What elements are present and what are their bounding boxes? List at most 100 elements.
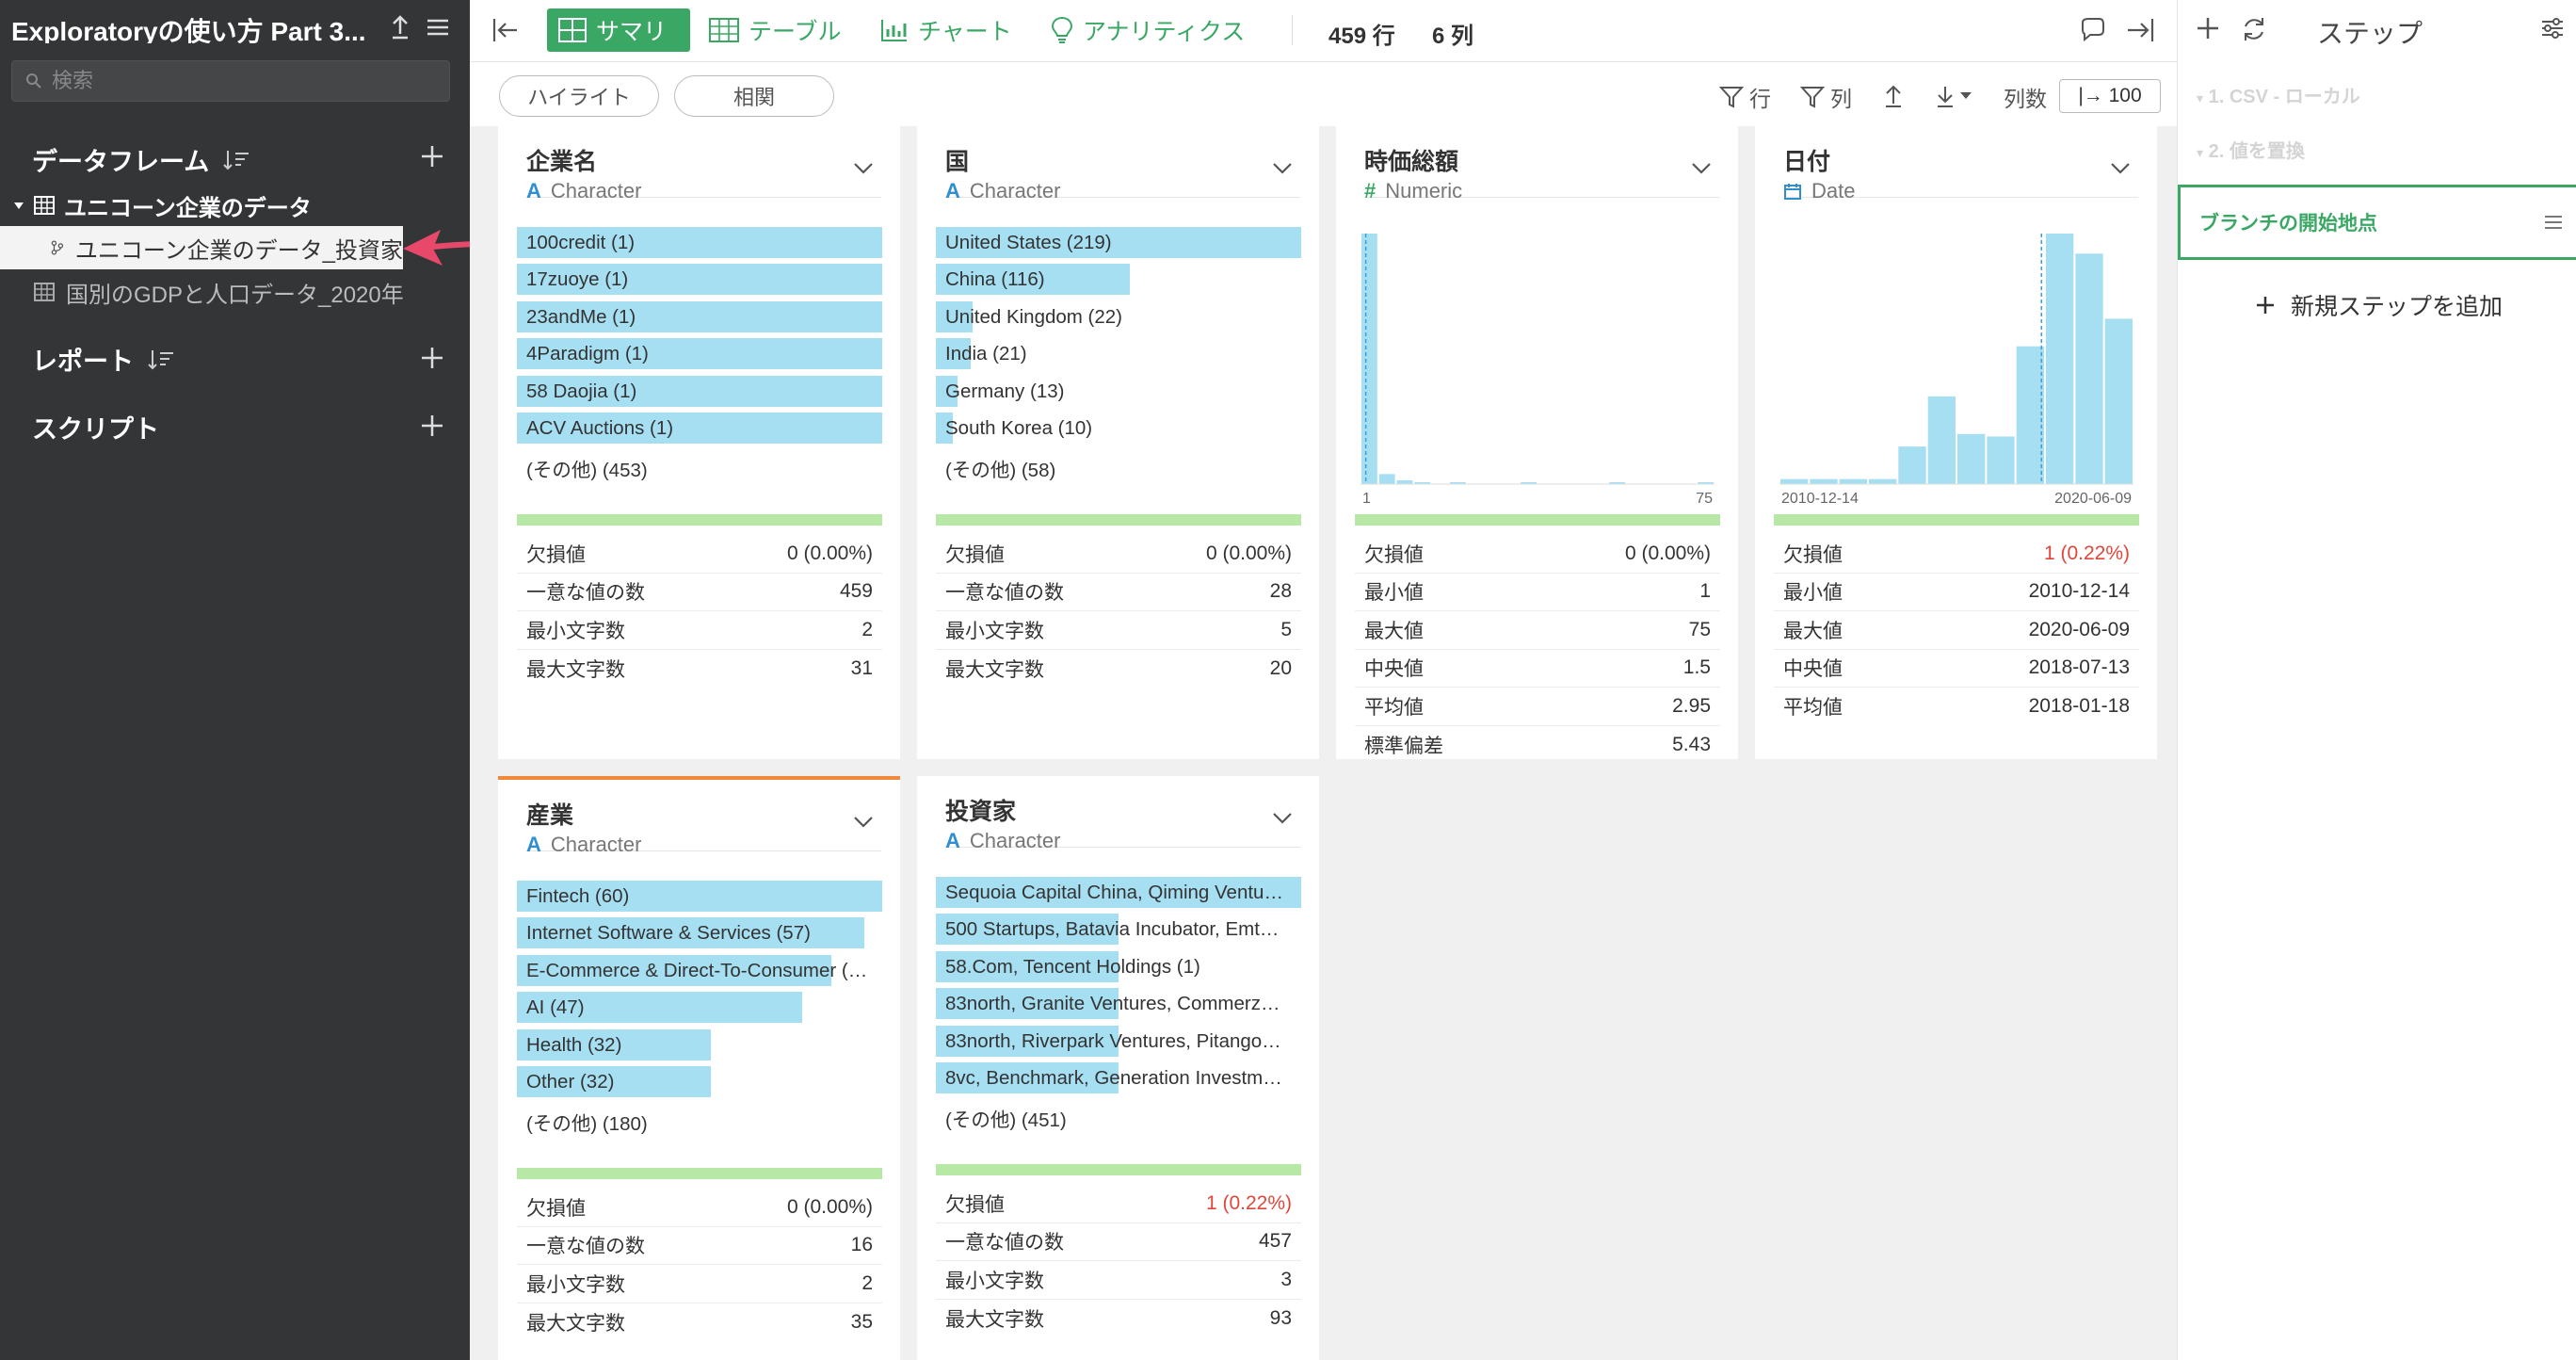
histogram-bar[interactable] — [1780, 478, 1809, 484]
value-bar[interactable]: China (116) — [936, 261, 1301, 298]
collapse-right-icon[interactable] — [2124, 15, 2156, 45]
value-bar[interactable]: 100credit (1) — [517, 224, 882, 261]
step-item[interactable]: ▾ 2. 値を置換 — [2197, 141, 2305, 162]
histogram-bar[interactable] — [1396, 480, 1413, 484]
tab-analytics[interactable]: アナリティクス — [1039, 8, 1256, 52]
sidebar-item-dataframe[interactable]: ユニコーン企業のデータ — [0, 185, 470, 226]
add-dataframe-icon[interactable] — [419, 143, 445, 170]
stat-value[interactable]: 1 (0.22%) — [2043, 542, 2130, 564]
histogram-bar[interactable] — [1839, 478, 1867, 484]
histogram-bar[interactable] — [1810, 478, 1838, 484]
value-bar[interactable]: 4Paradigm (1) — [517, 335, 882, 372]
highlight-button[interactable]: ハイライト — [499, 75, 659, 117]
upload-icon[interactable] — [386, 11, 414, 43]
value-bar[interactable]: India (21) — [936, 335, 1301, 372]
histogram-bar[interactable] — [1957, 433, 1986, 484]
stat-value[interactable]: 1 (0.22%) — [1205, 1191, 1292, 1214]
histogram-bar[interactable] — [1521, 482, 1537, 484]
chevron-down-icon[interactable] — [1691, 162, 1712, 175]
column-filter-button[interactable]: 列 — [1800, 81, 1852, 113]
tab-chart[interactable]: チャート — [869, 8, 1023, 52]
stat-value: 35 — [850, 1310, 873, 1333]
histogram-bar[interactable] — [1609, 482, 1625, 484]
bar-fill — [517, 300, 882, 332]
branch-start-step[interactable]: ブランチの開始地点 — [2178, 185, 2576, 260]
tab-summary[interactable]: サマリ — [547, 8, 690, 52]
value-bar[interactable]: Other (32) — [517, 1063, 882, 1100]
sort-icon[interactable] — [147, 348, 175, 372]
value-bar[interactable]: Sequoia Capital China, Qiming Ventu… — [936, 874, 1301, 911]
value-bar[interactable]: E-Commerce & Direct-To-Consumer (… — [517, 952, 882, 989]
chevron-down-icon[interactable] — [853, 162, 874, 175]
value-bar[interactable]: United States (219) — [936, 224, 1301, 261]
histogram-bar[interactable] — [1361, 234, 1377, 484]
value-bar[interactable]: 17zuoye (1) — [517, 261, 882, 298]
column-count-input[interactable]: |→ 100 — [2059, 79, 2161, 113]
value-bar[interactable]: 8vc, Benchmark, Generation Investm… — [936, 1060, 1301, 1096]
histogram-bar[interactable] — [1414, 482, 1431, 484]
sidebar-search[interactable] — [11, 60, 450, 102]
comment-icon[interactable] — [2077, 15, 2109, 45]
card-header[interactable]: 日付 Date — [1783, 143, 2138, 202]
value-bar[interactable]: 500 Startups, Batavia Incubator, Emt… — [936, 911, 1301, 947]
card-header[interactable]: 企業名 A Character — [526, 143, 881, 202]
value-bar[interactable]: 23andMe (1) — [517, 299, 882, 335]
histogram-bar[interactable] — [1869, 478, 1897, 484]
histogram-bar[interactable] — [2046, 234, 2074, 484]
sidebar-item-dataframe[interactable]: 国別のGDPと人口データ_2020年 — [0, 271, 470, 313]
column-type: # Numeric — [1364, 179, 1719, 203]
histogram-bar[interactable] — [2104, 318, 2133, 484]
add-script-icon[interactable] — [419, 413, 445, 439]
value-bar[interactable]: Fintech (60) — [517, 878, 882, 915]
value-bar[interactable]: 58 Daojia (1) — [517, 373, 882, 410]
project-title[interactable]: Exploratoryの使い方 Part 3... — [11, 17, 366, 43]
correlation-button[interactable]: 相関 — [674, 75, 834, 117]
value-bar[interactable]: South Korea (10) — [936, 410, 1301, 446]
card-header[interactable]: 産業 A Character — [526, 797, 881, 856]
card-header[interactable]: 国 A Character — [945, 143, 1300, 202]
value-bar[interactable]: 83north, Riverpark Ventures, Pitango… — [936, 1023, 1301, 1060]
value-bar[interactable]: United Kingdom (22) — [936, 299, 1301, 335]
value-bar[interactable]: AI (47) — [517, 989, 882, 1026]
chevron-down-icon[interactable] — [853, 816, 874, 829]
add-new-step-button[interactable]: 新規ステップを追加 — [2255, 288, 2503, 322]
caret-down-icon[interactable] — [13, 200, 24, 211]
sort-icon[interactable] — [222, 148, 250, 172]
search-input[interactable] — [52, 69, 410, 93]
chevron-down-icon[interactable] — [1272, 162, 1293, 175]
hamburger-menu-icon[interactable] — [2543, 214, 2564, 231]
card-header[interactable]: 時価総額 # Numeric — [1364, 143, 1719, 202]
add-report-icon[interactable] — [419, 345, 445, 371]
row-filter-button[interactable]: 行 — [1719, 81, 1771, 113]
hamburger-menu-icon[interactable] — [424, 11, 452, 43]
sort-descending-icon[interactable] — [1934, 83, 1975, 109]
histogram-bar[interactable] — [1450, 482, 1466, 484]
histogram-bar[interactable] — [2075, 253, 2103, 484]
histogram-bar[interactable] — [1987, 436, 2015, 484]
add-step-icon[interactable] — [2195, 15, 2221, 41]
value-bar[interactable]: Germany (13) — [936, 373, 1301, 410]
step-item[interactable]: ▾ 1. CSV - ローカル — [2197, 87, 2360, 107]
stat-row: 最小文字数 2 — [517, 1265, 882, 1303]
histogram-bar[interactable] — [1698, 482, 1714, 484]
chevron-down-icon[interactable] — [1272, 812, 1293, 825]
bar-label: 4Paradigm (1) — [526, 343, 649, 365]
value-bar[interactable]: 58.Com, Tencent Holdings (1) — [936, 948, 1301, 985]
histogram-bar[interactable] — [1378, 474, 1395, 484]
tab-table[interactable]: テーブル — [698, 8, 853, 52]
sort-ascending-icon[interactable] — [1881, 83, 1906, 109]
histogram-bar[interactable] — [1927, 396, 1956, 484]
bar-label: Other (32) — [526, 1070, 615, 1093]
settings-sliders-icon[interactable] — [2539, 15, 2566, 41]
value-bar[interactable]: ACV Auctions (1) — [517, 410, 882, 446]
sidebar-item-branch[interactable]: ユニコーン企業のデータ_投資家 — [0, 226, 403, 269]
histogram-bar[interactable] — [2016, 346, 2044, 484]
collapse-left-icon[interactable] — [491, 15, 523, 45]
value-bar[interactable]: Internet Software & Services (57) — [517, 915, 882, 951]
chevron-down-icon[interactable] — [2110, 162, 2131, 175]
value-bar[interactable]: 83north, Granite Ventures, Commerz… — [936, 985, 1301, 1022]
refresh-icon[interactable] — [2240, 15, 2268, 43]
card-header[interactable]: 投資家 A Character — [945, 793, 1300, 852]
value-bar[interactable]: Health (32) — [517, 1027, 882, 1063]
histogram-bar[interactable] — [1898, 446, 1926, 484]
